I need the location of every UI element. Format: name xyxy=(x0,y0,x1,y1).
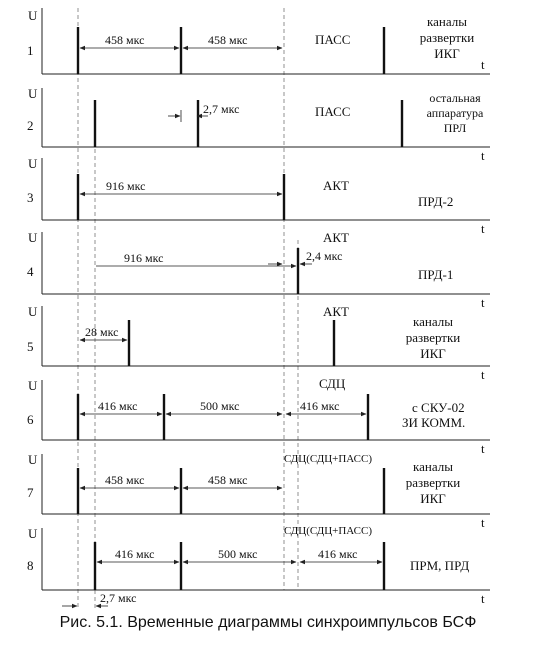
dimension-label: 416 мкс xyxy=(300,399,339,413)
desc-line: развертки xyxy=(406,330,461,345)
desc-line: каналы xyxy=(413,459,453,474)
mode-label: ПАСС xyxy=(315,104,350,119)
mode-label: АКТ xyxy=(323,178,349,193)
axis-u-label: U xyxy=(28,526,38,541)
mode-label: АКТ xyxy=(323,304,349,319)
axis-t-label: t xyxy=(481,515,485,530)
axis-t-label: t xyxy=(481,148,485,163)
dimension-label: 458 мкс xyxy=(208,473,247,487)
dimension-label: 416 мкс xyxy=(115,547,154,561)
desc-line: с СКУ-02 xyxy=(412,400,465,415)
dimension-label: 2,7 мкс xyxy=(100,591,136,605)
desc-line: аппаратура xyxy=(427,106,484,120)
row-number: 2 xyxy=(27,118,34,133)
dimension-label: 2,4 мкс xyxy=(306,249,342,263)
desc-line: ИКГ xyxy=(420,491,446,506)
row-5: U t 5 28 мкс АКТ каналы развертки ИКГ xyxy=(27,304,490,382)
axis-t-label: t xyxy=(481,367,485,382)
axis-u-label: U xyxy=(28,230,38,245)
desc-line: ПРД-1 xyxy=(418,267,453,282)
dimension-label: 916 мкс xyxy=(124,251,163,265)
dimension-label: 416 мкс xyxy=(98,399,137,413)
mode-label: СДЦ(СДЦ+ПАСС) xyxy=(284,525,372,537)
mode-label: АКТ xyxy=(323,230,349,245)
desc-line: ИКГ xyxy=(420,346,446,361)
axis-t-label: t xyxy=(481,295,485,310)
mode-label: СДЦ xyxy=(319,376,346,391)
axis-u-label: U xyxy=(28,304,38,319)
row-4: U t 4 916 мкс 2,4 мкс АКТ ПРД-1 xyxy=(27,230,490,310)
dimension-label: 500 мкс xyxy=(200,399,239,413)
row-6: U t 6 416 мкс 500 мкс 416 мкс СДЦ с СКУ-… xyxy=(27,376,490,456)
row-2: U t 2 2,7 мкс ПАСС остальная аппаратура … xyxy=(27,86,490,163)
row-8: U t 8 416 мкс 500 мкс 416 мкс СДЦ(СДЦ+ПА… xyxy=(27,525,490,609)
dimension-label: 458 мкс xyxy=(105,473,144,487)
row-number: 7 xyxy=(27,485,34,500)
desc-line: ПРД-2 xyxy=(418,194,453,209)
row-number: 6 xyxy=(27,412,34,427)
row-3: U t 3 916 мкс АКТ ПРД-2 xyxy=(27,156,490,236)
axis-u-label: U xyxy=(28,86,38,101)
row-number: 4 xyxy=(27,264,34,279)
mode-label: ПАСС xyxy=(315,32,350,47)
dimension-label: 916 мкс xyxy=(106,179,145,193)
row-number: 3 xyxy=(27,190,34,205)
dimension-label: 458 мкс xyxy=(105,33,144,47)
desc-line: каналы xyxy=(427,14,467,29)
dimension-label: 2,7 мкс xyxy=(203,102,239,116)
desc-line: каналы xyxy=(413,314,453,329)
desc-line: ЗИ КОММ. xyxy=(402,415,465,430)
axis-u-label: U xyxy=(28,156,38,171)
axis-u-label: U xyxy=(28,378,38,393)
desc-line: ПРМ, ПРД xyxy=(410,558,469,573)
dimension-label: 458 мкс xyxy=(208,33,247,47)
mode-label: СДЦ(СДЦ+ПАСС) xyxy=(284,453,372,465)
dimension-label: 28 мкс xyxy=(85,325,118,339)
axis-t-label: t xyxy=(481,441,485,456)
desc-line: развертки xyxy=(420,30,475,45)
figure-caption: Рис. 5.1. Временные диаграммы синхроимпу… xyxy=(59,614,477,631)
dimension-label: 500 мкс xyxy=(218,547,257,561)
desc-line: развертки xyxy=(406,475,461,490)
row-7: U t 7 458 мкс 458 мкс СДЦ(СДЦ+ПАСС) кана… xyxy=(27,452,490,530)
row-number: 8 xyxy=(27,558,34,573)
row-number: 1 xyxy=(27,43,34,58)
desc-line: ПРЛ xyxy=(444,121,467,135)
desc-line: ИКГ xyxy=(434,46,460,61)
axis-u-label: U xyxy=(28,8,38,23)
axis-u-label: U xyxy=(28,452,38,467)
row-number: 5 xyxy=(27,339,34,354)
axis-t-label: t xyxy=(481,221,485,236)
axis-t-label: t xyxy=(481,591,485,606)
axis-t-label: t xyxy=(481,57,485,72)
desc-line: остальная xyxy=(429,91,481,105)
row-1: U t 1 458 мкс 458 мкс ПАСС каналы развер… xyxy=(27,8,490,75)
dimension-label: 416 мкс xyxy=(318,547,357,561)
